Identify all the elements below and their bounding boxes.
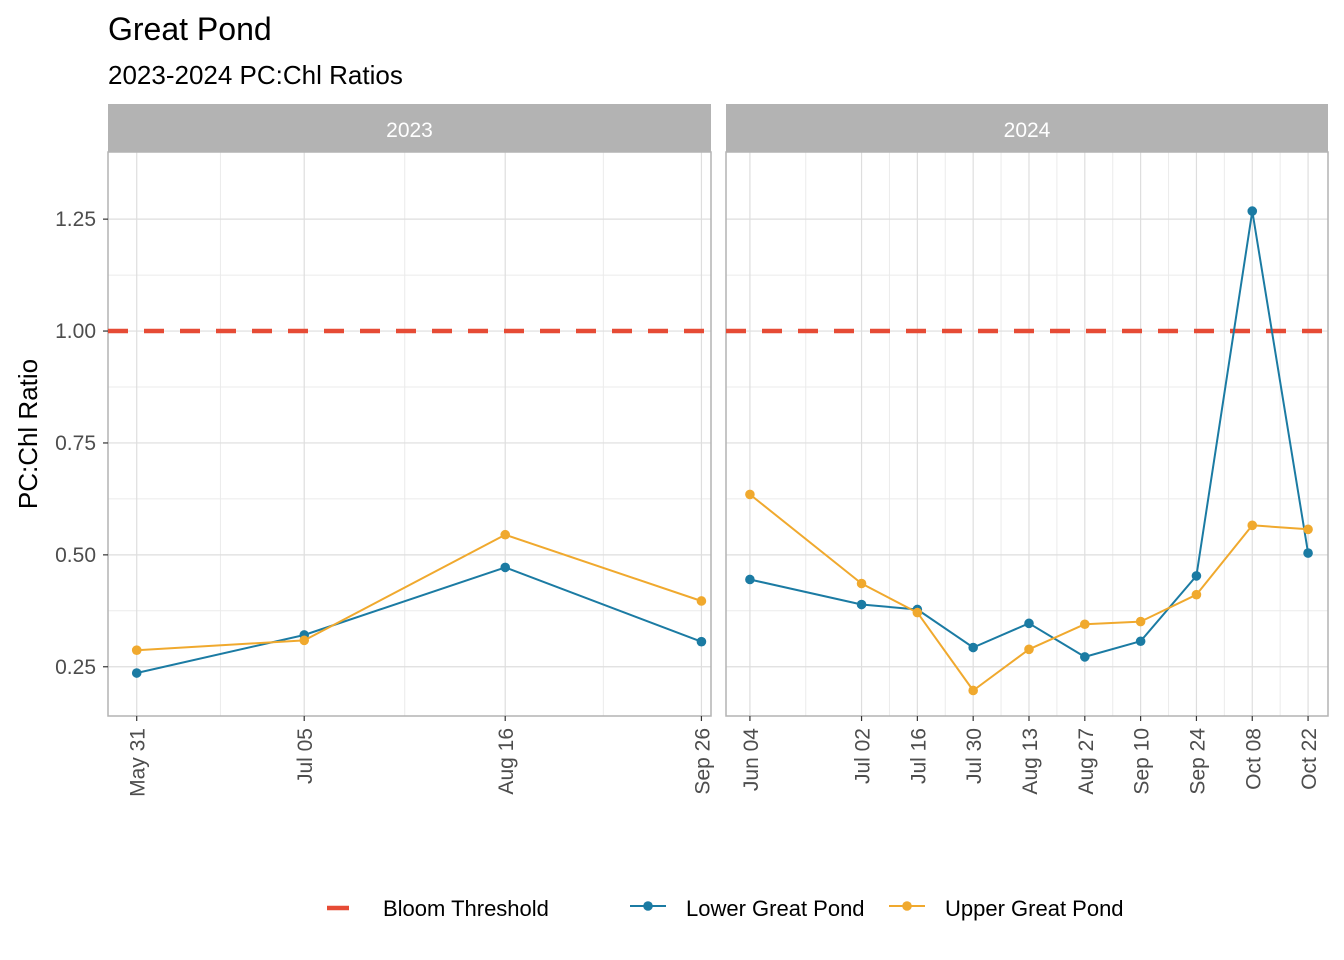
series-line-lower-great-pond xyxy=(136,566,702,674)
data-point-upper-great-pond xyxy=(1135,616,1146,627)
series-line-upper-great-pond xyxy=(749,493,1309,692)
data-point-lower-great-pond xyxy=(1303,548,1313,558)
data-point-lower-great-pond xyxy=(1191,571,1202,581)
x-tick-label: Sep 10 xyxy=(1131,728,1154,795)
panel-2024: 2024 Jun 04 Jul 02 Jul 16 Jul 30 Aug 13 Aug 27… xyxy=(725,104,1329,795)
data-point-lower-great-pond xyxy=(696,636,707,647)
data-point-upper-great-pond xyxy=(1303,524,1313,535)
facet-strip xyxy=(726,104,1328,152)
legend-item-upper-great-pond: Upper Great Pond xyxy=(889,896,1124,921)
y-tick-label: 0.75 xyxy=(55,432,96,455)
data-point-upper-great-pond xyxy=(1024,644,1034,655)
data-point-lower-great-pond xyxy=(500,562,511,573)
data-point-lower-great-pond xyxy=(1135,636,1146,647)
x-tick-label: Oct 22 xyxy=(1298,728,1321,790)
chart-title: Great Pond xyxy=(108,11,272,47)
panel-2023: 2023 0.25 0.50 0.75 1.00 1.25 May 31 Jul 05 Aug … xyxy=(55,104,714,797)
legend-label: Lower Great Pond xyxy=(686,896,865,921)
legend-label: Upper Great Pond xyxy=(945,896,1124,921)
data-point-upper-great-pond xyxy=(745,489,755,500)
x-tick-label: Aug 16 xyxy=(495,728,518,795)
data-point-upper-great-pond xyxy=(912,607,923,618)
data-point-lower-great-pond xyxy=(968,642,978,653)
y-tick-label: 1.25 xyxy=(55,208,96,231)
x-tick-label: Sep 24 xyxy=(1186,728,1209,795)
legend-key-point xyxy=(643,901,653,911)
data-point-upper-great-pond xyxy=(500,529,511,540)
data-point-upper-great-pond xyxy=(1247,520,1258,531)
data-point-upper-great-pond xyxy=(856,578,867,589)
legend-label: Bloom Threshold xyxy=(383,896,549,921)
x-tick-label: Jul 05 xyxy=(294,728,317,784)
x-tick-label: Oct 08 xyxy=(1242,728,1265,790)
x-tick-label: Aug 27 xyxy=(1075,728,1098,795)
facet-strip-label: 2023 xyxy=(386,119,433,142)
data-point-lower-great-pond xyxy=(745,574,755,585)
x-tick-label: Jul 16 xyxy=(907,728,930,784)
data-point-upper-great-pond xyxy=(1191,589,1202,600)
legend: Bloom Threshold Lower Great Pond Upper Gre… xyxy=(327,896,1124,921)
x-tick-label: Jun 04 xyxy=(740,728,763,791)
y-tick-label: 1.00 xyxy=(55,320,96,343)
data-point-lower-great-pond xyxy=(131,668,142,678)
facet-strip xyxy=(108,104,711,152)
panel-background xyxy=(726,152,1328,716)
data-point-lower-great-pond xyxy=(856,599,867,610)
x-tick-label: Sep 26 xyxy=(691,728,714,795)
data-point-lower-great-pond xyxy=(1247,206,1258,216)
data-point-upper-great-pond xyxy=(696,596,707,606)
data-point-upper-great-pond xyxy=(131,645,142,655)
panel-border xyxy=(107,151,712,717)
chart-subtitle: 2023-2024 PC:Chl Ratios xyxy=(108,60,403,90)
y-tick-label: 0.25 xyxy=(55,656,96,679)
data-point-lower-great-pond xyxy=(1080,652,1090,662)
data-point-upper-great-pond xyxy=(1080,619,1090,630)
facet-panels: 2023 0.25 0.50 0.75 1.00 1.25 May 31 Jul 05 Aug … xyxy=(55,104,1329,797)
legend-item-lower-great-pond: Lower Great Pond xyxy=(630,896,865,921)
data-point-upper-great-pond xyxy=(968,685,978,696)
y-axis-label: PC:Chl Ratio xyxy=(13,359,43,509)
panel-border xyxy=(725,151,1329,717)
x-tick-label: Jul 30 xyxy=(963,728,986,784)
series-line-lower-great-pond xyxy=(749,210,1310,658)
x-tick-label: May 31 xyxy=(127,728,150,797)
x-tick-label: Aug 13 xyxy=(1019,728,1042,795)
legend-item-bloom-threshold: Bloom Threshold xyxy=(327,896,549,921)
x-tick-label: Jul 02 xyxy=(852,728,875,784)
y-tick-label: 0.50 xyxy=(55,544,96,567)
panel-background xyxy=(108,152,711,716)
series-line-upper-great-pond xyxy=(136,533,702,652)
data-point-upper-great-pond xyxy=(299,635,310,646)
facet-strip-label: 2024 xyxy=(1004,119,1051,142)
data-point-lower-great-pond xyxy=(1024,618,1034,629)
legend-key-point xyxy=(902,901,912,911)
